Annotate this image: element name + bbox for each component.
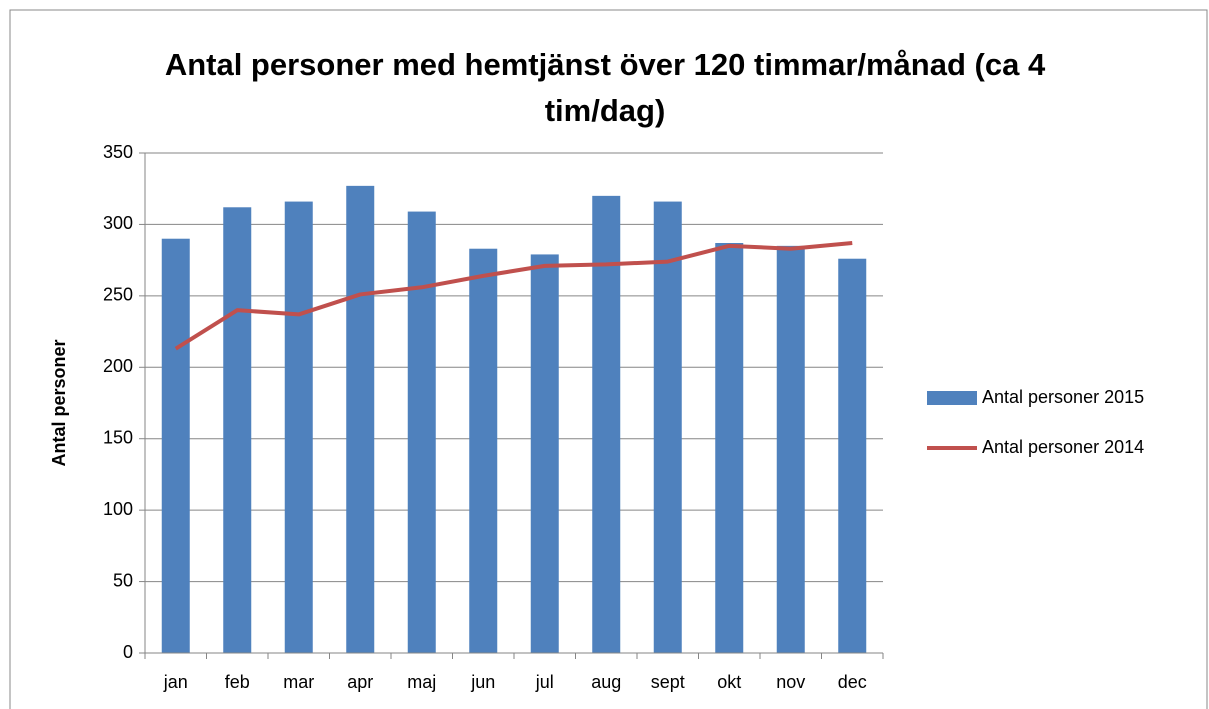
- chart-title: Antal personer med hemtjänst över 120 ti…: [164, 47, 1046, 128]
- bar: [469, 248, 498, 653]
- x-tick-label: dec: [838, 672, 867, 692]
- bar: [530, 254, 559, 653]
- chart-frame: [9, 9, 1208, 709]
- bar: [346, 185, 375, 653]
- y-tick-label: 100: [103, 499, 133, 519]
- x-tick-label: maj: [407, 672, 436, 692]
- x-tick-label: sept: [651, 672, 685, 692]
- y-tick-label: 50: [113, 570, 133, 590]
- x-tick-label: mar: [283, 672, 314, 692]
- x-tick-label: nov: [776, 672, 805, 692]
- y-tick-label: 250: [103, 285, 133, 305]
- bar: [838, 258, 867, 653]
- bar: [407, 211, 436, 654]
- bar: [715, 243, 744, 653]
- bar: [284, 201, 313, 654]
- x-tick-label: feb: [225, 672, 250, 692]
- line: [174, 241, 853, 351]
- y-tick-label: 150: [103, 427, 133, 447]
- bar: [592, 195, 621, 653]
- legend-swatch: [927, 391, 977, 405]
- legend-label: Antal personer 2014: [982, 437, 1144, 457]
- y-tick-label: 0: [123, 642, 133, 662]
- bar: [653, 201, 682, 654]
- bar: [161, 238, 190, 653]
- bar: [223, 207, 252, 654]
- legend-label: Antal personer 2015: [982, 387, 1144, 407]
- x-tick-label: apr: [347, 672, 373, 692]
- y-tick-label: 200: [103, 356, 133, 376]
- bar: [776, 245, 805, 653]
- y-tick-label: 300: [103, 213, 133, 233]
- x-tick-label: jun: [470, 672, 495, 692]
- x-tick-label: aug: [591, 672, 621, 692]
- x-tick-label: okt: [717, 672, 741, 692]
- y-axis-label: Antal personer: [49, 339, 69, 466]
- x-tick-label: jan: [163, 672, 188, 692]
- x-tick-label: jul: [535, 672, 554, 692]
- y-tick-label: 350: [103, 142, 133, 162]
